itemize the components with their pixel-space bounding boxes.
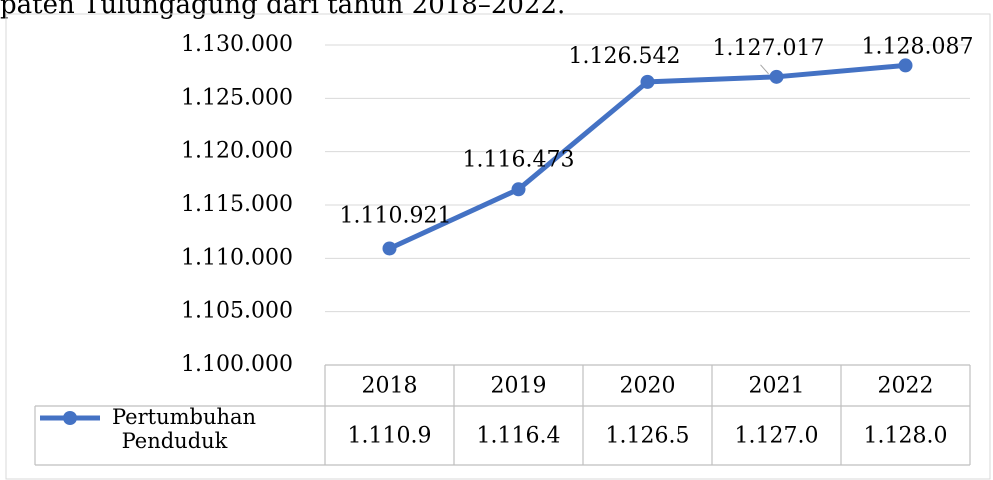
y-tick-label: 1.105.000	[181, 299, 293, 324]
point	[511, 182, 526, 197]
data-label: 1.126.542	[569, 44, 681, 69]
point	[382, 241, 397, 256]
data-label: 1.128.087	[862, 34, 974, 59]
table-cell: 1.110.9	[348, 424, 432, 449]
legend-label: Pertumbuhan Penduduk	[112, 405, 257, 453]
data-label: 1.110.921	[340, 204, 452, 229]
point	[640, 74, 655, 89]
table-cell: 1.116.4	[477, 424, 561, 449]
point	[769, 69, 784, 84]
y-tick-label: 1.130.000	[181, 32, 293, 57]
table-cell: 1.126.5	[606, 424, 690, 449]
data-label: 1.116.473	[463, 147, 575, 172]
leader-line	[760, 64, 769, 75]
y-tick-label: 1.120.000	[181, 139, 293, 164]
legend-label-box: Pertumbuhan Penduduk	[112, 405, 257, 453]
point	[898, 58, 913, 73]
y-tick-label: 1.115.000	[181, 192, 293, 217]
y-tick-label: 1.110.000	[181, 245, 293, 270]
x-tick-label: 2020	[620, 374, 676, 399]
chart-border	[5, 13, 991, 480]
table-cell: 1.128.0	[864, 424, 948, 449]
y-tick-label: 1.100.000	[181, 352, 293, 377]
caption: paten Tulungagung dari tahun 2018–2022.	[0, 0, 565, 20]
x-tick-label: 2021	[749, 374, 805, 399]
x-tick-label: 2019	[491, 374, 547, 399]
table-cell: 1.127.0	[735, 424, 819, 449]
x-tick-label: 2022	[878, 374, 934, 399]
data-label: 1.127.017	[713, 36, 825, 61]
x-tick-label: 2018	[362, 374, 418, 399]
y-tick-label: 1.125.000	[181, 85, 293, 110]
legend-marker	[63, 411, 77, 425]
